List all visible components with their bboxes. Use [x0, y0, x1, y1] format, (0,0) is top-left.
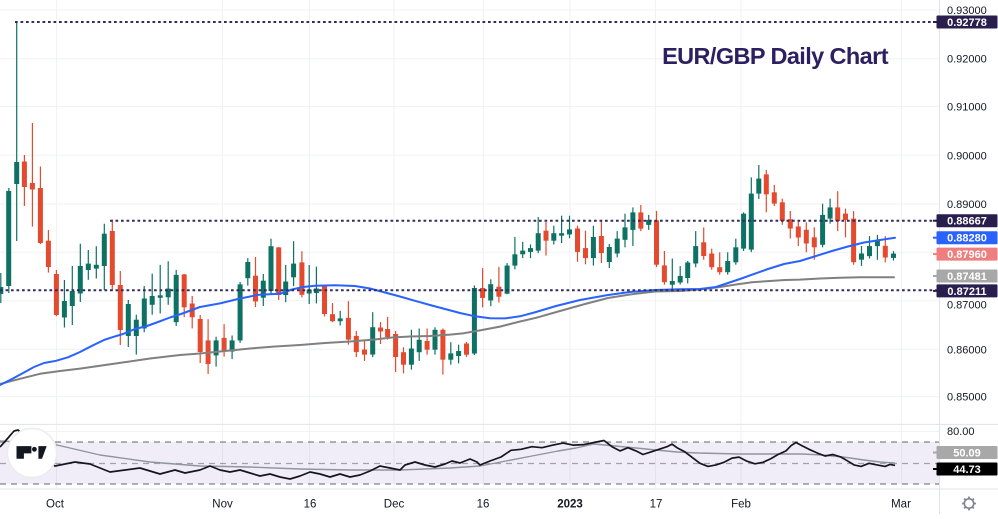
svg-text:16: 16: [477, 499, 490, 511]
svg-text:EUR/GBP Daily Chart: EUR/GBP Daily Chart: [662, 43, 889, 69]
svg-text:0.85000: 0.85000: [947, 392, 987, 404]
svg-text:Nov: Nov: [212, 499, 233, 511]
svg-text:0.87481: 0.87481: [947, 271, 987, 283]
svg-text:0.91000: 0.91000: [947, 102, 987, 114]
svg-text:0.87960: 0.87960: [947, 249, 987, 261]
svg-text:0.87211: 0.87211: [947, 286, 986, 298]
svg-text:Mar: Mar: [891, 499, 911, 511]
svg-text:0.92778: 0.92778: [947, 17, 987, 29]
svg-text:80.00: 80.00: [947, 426, 975, 438]
svg-text:17: 17: [650, 499, 663, 511]
svg-text:0.92000: 0.92000: [947, 54, 987, 66]
svg-text:Feb: Feb: [731, 499, 751, 511]
svg-text:Dec: Dec: [384, 499, 405, 511]
svg-text:Oct: Oct: [46, 499, 65, 511]
svg-text:44.73: 44.73: [953, 464, 981, 476]
svg-text:0.93000: 0.93000: [947, 5, 987, 17]
svg-text:0.89000: 0.89000: [947, 199, 987, 211]
svg-text:0.87000: 0.87000: [947, 300, 987, 312]
svg-text:50.09: 50.09: [953, 448, 981, 460]
svg-text:0.88280: 0.88280: [947, 233, 987, 245]
svg-text:16: 16: [304, 499, 317, 511]
svg-text:0.86000: 0.86000: [947, 344, 987, 356]
svg-text:2023: 2023: [557, 499, 583, 511]
svg-text:0.88667: 0.88667: [947, 216, 987, 228]
svg-text:0.90000: 0.90000: [947, 150, 987, 162]
